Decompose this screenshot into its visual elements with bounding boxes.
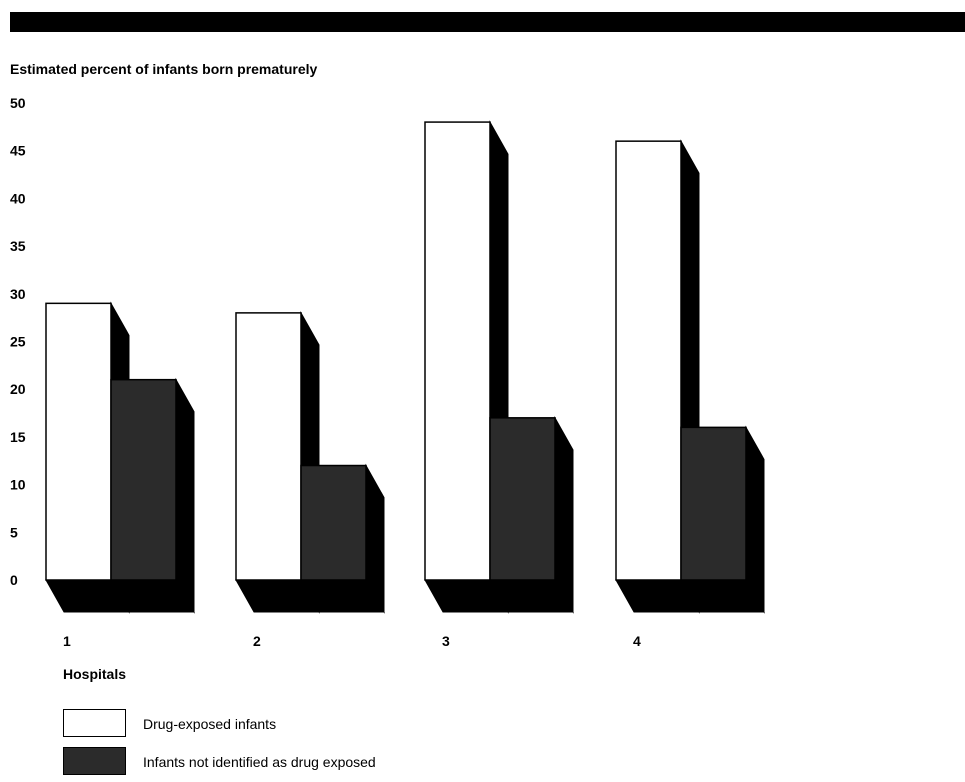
bar bbox=[300, 464, 367, 581]
y-tick-label: 45 bbox=[10, 143, 26, 159]
y-tick-label: 30 bbox=[10, 286, 26, 302]
x-axis-tick-labels: 1 2 3 4 bbox=[63, 633, 641, 649]
y-tick-label: 25 bbox=[10, 334, 26, 350]
bars bbox=[45, 120, 765, 614]
y-tick-label: 40 bbox=[10, 190, 26, 206]
y-tick-label: 0 bbox=[10, 572, 18, 588]
bar bbox=[110, 378, 177, 581]
bar-group-h2-s2 bbox=[300, 463, 385, 614]
y-tick-label: 20 bbox=[10, 381, 26, 397]
bar-side bbox=[554, 415, 574, 614]
top-decorative-bar bbox=[10, 12, 965, 32]
legend-label-drug-exposed: Drug-exposed infants bbox=[143, 716, 277, 732]
bar-group-h4-s2 bbox=[680, 425, 765, 614]
x-tick-label: 2 bbox=[253, 633, 261, 649]
y-axis-label: Estimated percent of infants born premat… bbox=[10, 61, 318, 77]
y-tick-label: 15 bbox=[10, 429, 26, 445]
bar bbox=[424, 121, 491, 581]
x-axis-label: Hospitals bbox=[63, 666, 127, 682]
y-tick-label: 35 bbox=[10, 238, 26, 254]
bar-side bbox=[175, 377, 195, 614]
legend-label-not-identified: Infants not identified as drug exposed bbox=[143, 754, 376, 770]
bar-group-h2-s1 bbox=[235, 310, 320, 614]
bar bbox=[45, 302, 112, 581]
y-tick-label: 50 bbox=[10, 95, 26, 111]
legend-swatch-not-identified bbox=[63, 747, 126, 775]
bar-group-h3-s2 bbox=[489, 415, 574, 614]
bar bbox=[235, 312, 302, 581]
bar bbox=[680, 426, 747, 581]
y-tick-label: 5 bbox=[10, 524, 18, 540]
bar-chart: 0 5 10 15 20 25 30 35 40 45 50 1 2 3 4 bbox=[10, 95, 765, 649]
x-tick-label: 3 bbox=[442, 633, 450, 649]
bar bbox=[615, 140, 682, 581]
y-tick-label: 10 bbox=[10, 477, 26, 493]
y-axis-ticks: 0 5 10 15 20 25 30 35 40 45 50 bbox=[10, 95, 26, 588]
x-tick-label: 4 bbox=[633, 633, 641, 649]
bar-group-h1-s2 bbox=[110, 377, 195, 614]
x-tick-label: 1 bbox=[63, 633, 71, 649]
bar bbox=[489, 417, 556, 581]
legend-swatch-drug-exposed bbox=[63, 709, 126, 737]
